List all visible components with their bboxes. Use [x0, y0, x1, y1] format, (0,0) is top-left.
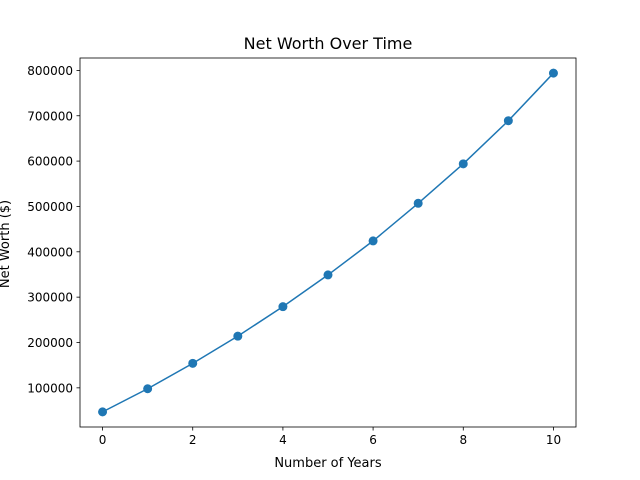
- data-point: [278, 302, 288, 312]
- y-tick-label: 300000: [27, 291, 73, 305]
- data-point: [503, 116, 513, 126]
- data-point: [368, 236, 378, 246]
- y-tick-label: 200000: [27, 336, 73, 350]
- data-point: [188, 358, 198, 368]
- y-tick-label: 100000: [27, 381, 73, 395]
- data-point: [143, 384, 153, 394]
- x-tick-label: 2: [189, 433, 197, 447]
- data-point: [233, 331, 243, 341]
- x-axis-label: Number of Years: [274, 456, 382, 471]
- x-tick-label: 4: [279, 433, 287, 447]
- data-point: [98, 407, 108, 417]
- y-tick-label: 500000: [27, 200, 73, 214]
- y-tick-label: 800000: [27, 64, 73, 78]
- x-tick-label: 0: [99, 433, 107, 447]
- y-tick-label: 600000: [27, 155, 73, 169]
- y-tick-label: 400000: [27, 245, 73, 259]
- axes-frame: [79, 57, 577, 428]
- x-tick-label: 8: [459, 433, 467, 447]
- data-point: [458, 159, 468, 169]
- y-axis-label: Net Worth ($): [0, 200, 13, 288]
- chart-title: Net Worth Over Time: [244, 34, 413, 53]
- x-tick-label: 6: [369, 433, 377, 447]
- x-tick-label: 10: [546, 433, 561, 447]
- plot-area: 0 2 4 6 8 10 100000 200000 300000 400000 500000 600…: [27, 57, 577, 447]
- data-point: [323, 270, 333, 280]
- data-point: [413, 198, 423, 208]
- data-point: [548, 68, 558, 78]
- y-tick-label: 700000: [27, 109, 73, 123]
